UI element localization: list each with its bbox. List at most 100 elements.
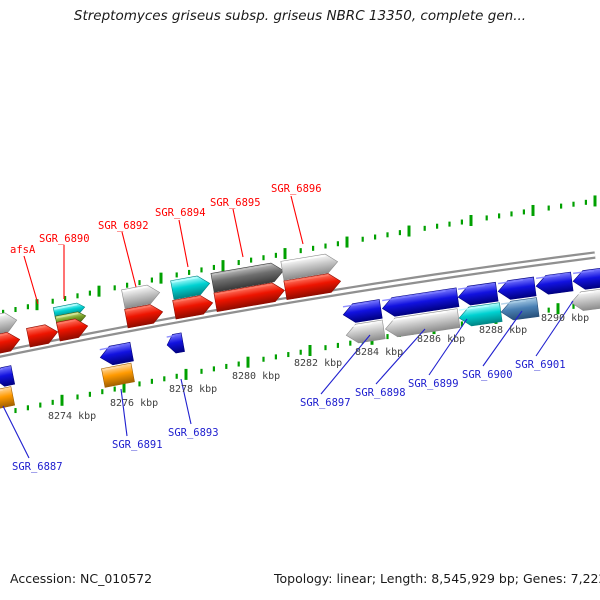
major-tick	[97, 285, 101, 297]
leader-line-SGR_6897	[320, 334, 371, 395]
gene-highlight	[173, 296, 201, 303]
leader-line-SGR_6893	[180, 378, 192, 425]
gene-highlight	[281, 254, 326, 264]
gene-label-SGR_6890[interactable]: SGR_6890	[39, 233, 90, 245]
minor-tick	[163, 376, 166, 382]
sequence-title: Streptomyces griseus subsp. griseus NBRC…	[73, 8, 527, 24]
gene-arrow[interactable]	[172, 293, 215, 320]
gene-arrow[interactable]	[0, 311, 19, 335]
leader-line-SGR_6895	[232, 208, 244, 258]
gene-label-SGR_6898[interactable]: SGR_6898	[355, 387, 406, 399]
gene-arrow-SGR_6892[interactable]	[121, 283, 162, 309]
gene-highlight	[497, 279, 523, 285]
minor-tick	[547, 307, 550, 313]
minor-tick	[200, 267, 203, 273]
minor-tick	[262, 255, 265, 261]
gene-label-SGR_6901[interactable]: SGR_6901	[515, 359, 566, 371]
gene-label-SGR_6897[interactable]: SGR_6897	[300, 397, 351, 409]
gene-arrow-SGR_6894[interactable]	[170, 274, 212, 300]
minor-tick	[299, 349, 302, 355]
gene-arrow-SGR_6896[interactable]	[280, 252, 339, 281]
gene-label-SGR_6892[interactable]: SGR_6892	[98, 220, 149, 232]
gene-highlight	[458, 305, 489, 311]
gene-highlight	[536, 274, 560, 279]
major-tick	[556, 303, 560, 315]
minor-tick	[584, 199, 587, 205]
minor-tick	[138, 280, 141, 286]
position-label-8274: 8274 kbp	[48, 411, 96, 422]
gene-label-afsA[interactable]: afsA	[10, 244, 36, 256]
gene-arrow-SGR_6891[interactable]	[99, 341, 134, 367]
gene-arrow[interactable]	[457, 281, 499, 306]
gene-arrow[interactable]	[572, 267, 600, 291]
gene-arrow-SGR_6898[interactable]	[381, 287, 460, 318]
major-tick	[159, 272, 163, 284]
gene-arrow[interactable]	[56, 317, 89, 342]
major-tick	[221, 260, 225, 272]
major-tick	[345, 236, 349, 248]
gene-arrow-SGR_6895[interactable]	[210, 261, 285, 293]
accession-text: Accession: NC_010572	[10, 571, 153, 586]
gene-label-SGR_6894[interactable]: SGR_6894	[155, 207, 206, 219]
gene-label-SGR_6887[interactable]: SGR_6887	[12, 461, 63, 473]
gene-arrow[interactable]	[213, 281, 286, 312]
position-label-8290: 8290 kbp	[541, 313, 589, 324]
gene-label-SGR_6891[interactable]: SGR_6891	[112, 439, 163, 451]
gene-arrow-SGR_6887[interactable]	[0, 365, 16, 388]
gene-arrow-afsA[interactable]	[26, 323, 59, 348]
topology-text: Topology: linear; Length: 8,545,929 bp; …	[274, 571, 600, 586]
gene-highlight	[54, 303, 78, 310]
gene-highlight	[122, 285, 148, 292]
major-tick	[407, 225, 411, 237]
position-label-8280: 8280 kbp	[232, 371, 280, 382]
minor-tick	[448, 221, 451, 227]
gene-arrow-SGR_6893[interactable]	[165, 332, 185, 355]
minor-tick	[225, 363, 228, 369]
minor-tick	[138, 381, 141, 387]
minor-tick	[175, 373, 178, 379]
gene-arrow[interactable]	[384, 308, 461, 339]
gene-arrow[interactable]	[345, 319, 386, 345]
gene-arrow[interactable]	[0, 330, 22, 355]
minor-tick	[262, 356, 265, 362]
position-label-8276: 8276 kbp	[110, 398, 158, 409]
minor-tick	[51, 298, 54, 304]
minor-tick	[274, 354, 277, 360]
gene-label-SGR_6899[interactable]: SGR_6899	[408, 378, 459, 390]
gene-highlight	[573, 270, 595, 275]
minor-tick	[336, 241, 339, 247]
position-label-8288: 8288 kbp	[479, 325, 527, 336]
gene-arrow[interactable]	[283, 272, 342, 300]
minor-tick	[39, 402, 42, 408]
position-label-8284: 8284 kbp	[355, 347, 403, 358]
minor-tick	[76, 293, 79, 299]
position-label-8282: 8282 kbp	[294, 358, 342, 369]
minor-tick	[101, 389, 104, 395]
gene-highlight	[342, 302, 369, 308]
gene-arrow[interactable]	[535, 271, 574, 296]
minor-tick	[436, 223, 439, 229]
leader-line-afsA	[23, 255, 39, 305]
minor-tick	[349, 340, 352, 346]
gene-arrow-SGR_6899[interactable]	[458, 302, 503, 328]
gene-label-SGR_6900[interactable]: SGR_6900	[462, 369, 513, 381]
minor-tick	[572, 201, 575, 207]
minor-tick	[51, 399, 54, 405]
leader-line-SGR_6900	[482, 310, 523, 367]
gene-arrow-SGR_6900[interactable]	[500, 297, 540, 322]
gene-arrow[interactable]	[497, 276, 537, 301]
gene-label-SGR_6896[interactable]: SGR_6896	[271, 183, 322, 195]
minor-tick	[324, 345, 327, 351]
major-tick	[308, 344, 312, 356]
gene-label-SGR_6895[interactable]: SGR_6895	[210, 197, 261, 209]
gene-highlight	[0, 333, 8, 338]
gene-highlight	[284, 274, 329, 283]
gene-arrow-SGR_6901[interactable]	[570, 288, 600, 312]
minor-tick	[237, 361, 240, 367]
gene-label-SGR_6893[interactable]: SGR_6893	[168, 427, 219, 439]
gene-arrow-SGR_6897[interactable]	[342, 299, 383, 324]
gene-arrow[interactable]	[124, 303, 165, 329]
gene-arrow[interactable]	[101, 362, 135, 388]
minor-tick	[572, 303, 575, 309]
gene-arrow[interactable]	[0, 386, 16, 410]
